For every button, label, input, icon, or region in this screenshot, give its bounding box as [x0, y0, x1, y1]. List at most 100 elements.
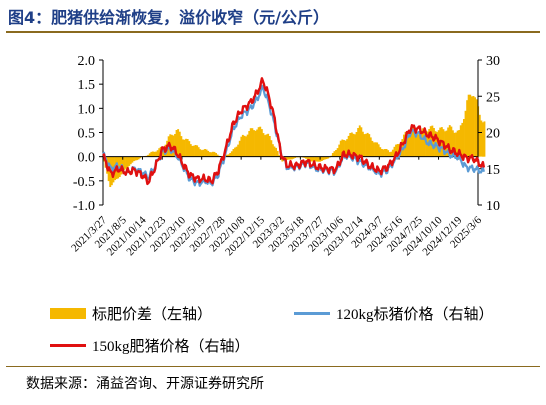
- premium-bar: [355, 132, 358, 157]
- premium-bar: [189, 144, 192, 157]
- premium-bar: [197, 147, 200, 157]
- premium-bar: [208, 152, 211, 157]
- premium-bar: [257, 127, 260, 157]
- premium-bar: [240, 136, 243, 157]
- right-tick-label: 15: [486, 163, 500, 178]
- premium-bar: [213, 151, 216, 157]
- premium-bar: [463, 119, 465, 157]
- premium-bar: [180, 136, 183, 157]
- premium-bar: [151, 151, 154, 157]
- premium-bar: [273, 146, 276, 157]
- premium-bar: [380, 149, 383, 157]
- premium-bars: [103, 94, 486, 187]
- premium-bar: [207, 150, 210, 157]
- premium-bar: [325, 156, 328, 160]
- premium-bar: [407, 131, 410, 157]
- legend-premium-swatch: [50, 308, 86, 319]
- premium-bar: [444, 131, 446, 157]
- premium-bar: [352, 133, 355, 157]
- premium-bar: [346, 139, 349, 157]
- premium-bar: [170, 134, 173, 157]
- legend-premium: 标肥价差（左轴）: [50, 303, 212, 324]
- premium-bar: [339, 140, 342, 157]
- premium-bar: [409, 130, 412, 157]
- premium-bar: [384, 149, 386, 157]
- premium-bar: [251, 128, 254, 157]
- premium-bar: [174, 134, 176, 157]
- premium-bar: [410, 128, 413, 157]
- premium-bar: [205, 149, 208, 157]
- premium-bar: [459, 125, 462, 157]
- premium-bar: [185, 138, 187, 157]
- premium-bar: [215, 153, 217, 157]
- premium-bar: [423, 128, 426, 157]
- premium-bar: [188, 141, 191, 157]
- premium-bar: [194, 145, 197, 157]
- left-tick-label: 1.0: [78, 102, 96, 117]
- premium-bar: [133, 156, 135, 162]
- premium-bar: [363, 134, 366, 157]
- premium-bar: [338, 144, 341, 157]
- premium-bar: [317, 156, 320, 162]
- premium-bar: [260, 129, 263, 157]
- chart-area: 2.01.51.00.50.0-0.5-1.030252015102021/3/…: [69, 54, 500, 258]
- premium-bar: [475, 99, 478, 157]
- legend-price120: 120kg标猪价格（右轴）: [294, 303, 494, 324]
- premium-bar: [382, 149, 385, 157]
- legend-price150: 150kg肥猪价格（右轴）: [50, 335, 250, 356]
- premium-bar: [150, 151, 153, 157]
- premium-bar: [121, 156, 124, 172]
- premium-bar: [360, 127, 363, 157]
- premium-bar: [403, 134, 405, 157]
- premium-bar: [204, 149, 206, 157]
- premium-bar: [456, 130, 459, 157]
- premium-bar: [134, 156, 137, 161]
- premium-bar: [131, 156, 134, 163]
- premium-bar: [238, 140, 241, 157]
- premium-bar: [287, 156, 290, 160]
- premium-bar: [349, 133, 352, 157]
- chart-title: 图4：肥猪供给渐恢复，溢价收窄（元/公斤）: [8, 8, 329, 27]
- premium-bar: [267, 133, 270, 157]
- premium-bar: [371, 140, 374, 157]
- premium-bar: [286, 156, 289, 160]
- premium-bar: [177, 129, 180, 157]
- premium-bar: [470, 96, 473, 157]
- premium-bar: [275, 147, 277, 157]
- premium-bar: [148, 153, 151, 157]
- premium-bar: [327, 156, 330, 159]
- premium-bar: [469, 94, 472, 157]
- premium-bar: [313, 156, 315, 162]
- right-tick-label: 25: [486, 90, 500, 105]
- premium-bar: [481, 122, 484, 157]
- premium-bar: [324, 156, 326, 160]
- premium-bar: [344, 140, 347, 157]
- premium-bar: [265, 134, 268, 157]
- premium-bar: [153, 151, 156, 157]
- premium-bar: [181, 139, 184, 157]
- premium-bar: [320, 156, 323, 161]
- price-lines: [102, 77, 486, 187]
- premium-bar: [385, 149, 388, 157]
- premium-bar: [227, 154, 230, 157]
- premium-bar: [357, 128, 360, 157]
- premium-bar: [290, 156, 293, 160]
- premium-bar: [268, 136, 271, 157]
- premium-bar: [451, 130, 454, 157]
- premium-bar: [211, 151, 214, 157]
- premium-bar: [447, 127, 450, 157]
- right-tick-label: 30: [486, 54, 500, 69]
- left-tick-label: 2.0: [78, 54, 96, 69]
- premium-bar: [421, 128, 424, 157]
- premium-bar: [350, 132, 353, 157]
- premium-bar: [433, 128, 435, 157]
- premium-bar: [294, 156, 296, 158]
- premium-bar: [461, 122, 464, 157]
- premium-bar: [308, 156, 311, 161]
- premium-bar: [335, 150, 337, 157]
- premium-bar: [314, 156, 317, 162]
- premium-bar: [128, 156, 131, 166]
- premium-bar: [369, 137, 372, 157]
- premium-bar: [200, 150, 203, 157]
- left-tick-label: 1.5: [78, 78, 96, 93]
